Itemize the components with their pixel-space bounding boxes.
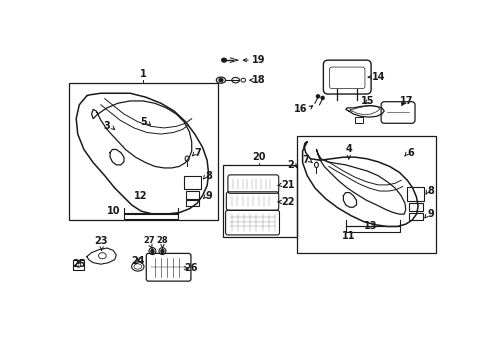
Bar — [185, 191, 199, 199]
Bar — [123, 213, 178, 219]
Text: 3: 3 — [103, 121, 110, 131]
Text: 26: 26 — [183, 263, 197, 273]
Text: 8: 8 — [205, 171, 212, 181]
Bar — [183, 176, 201, 189]
Text: 22: 22 — [281, 197, 294, 207]
Text: 20: 20 — [252, 152, 265, 162]
Ellipse shape — [321, 96, 324, 99]
Text: 4: 4 — [345, 144, 351, 154]
Text: 10: 10 — [107, 206, 121, 216]
Bar — [407, 187, 424, 201]
Text: 12: 12 — [133, 191, 147, 201]
Text: 1: 1 — [140, 69, 146, 78]
Text: 25: 25 — [72, 259, 85, 269]
Ellipse shape — [316, 95, 319, 98]
Ellipse shape — [221, 58, 226, 62]
Text: 9: 9 — [427, 209, 433, 219]
Text: 8: 8 — [427, 186, 433, 196]
Ellipse shape — [161, 249, 163, 253]
Text: 7: 7 — [302, 155, 308, 165]
Bar — [345, 226, 399, 232]
Bar — [297, 136, 435, 253]
Bar — [408, 203, 422, 211]
Bar — [185, 200, 199, 206]
Text: 2: 2 — [287, 160, 293, 170]
Text: 19: 19 — [251, 55, 264, 65]
Text: 16: 16 — [293, 104, 306, 114]
Bar — [68, 83, 218, 220]
Text: 14: 14 — [371, 72, 385, 82]
Text: 13: 13 — [364, 221, 377, 231]
Bar — [354, 117, 362, 123]
Ellipse shape — [219, 78, 223, 82]
Text: 11: 11 — [341, 231, 354, 241]
Text: 18: 18 — [251, 75, 265, 85]
Text: 5: 5 — [140, 117, 147, 127]
Text: 24: 24 — [131, 256, 144, 266]
Bar — [73, 260, 84, 270]
Text: 28: 28 — [156, 236, 168, 245]
Text: 9: 9 — [205, 191, 212, 201]
Text: 15: 15 — [360, 96, 374, 106]
Bar — [222, 165, 297, 237]
Text: 21: 21 — [281, 180, 294, 190]
Text: 6: 6 — [407, 148, 413, 158]
Text: 27: 27 — [143, 236, 155, 245]
Text: 17: 17 — [399, 96, 412, 106]
Text: 7: 7 — [194, 148, 201, 158]
Ellipse shape — [151, 249, 154, 253]
Bar — [408, 213, 422, 220]
Text: 23: 23 — [94, 237, 107, 247]
